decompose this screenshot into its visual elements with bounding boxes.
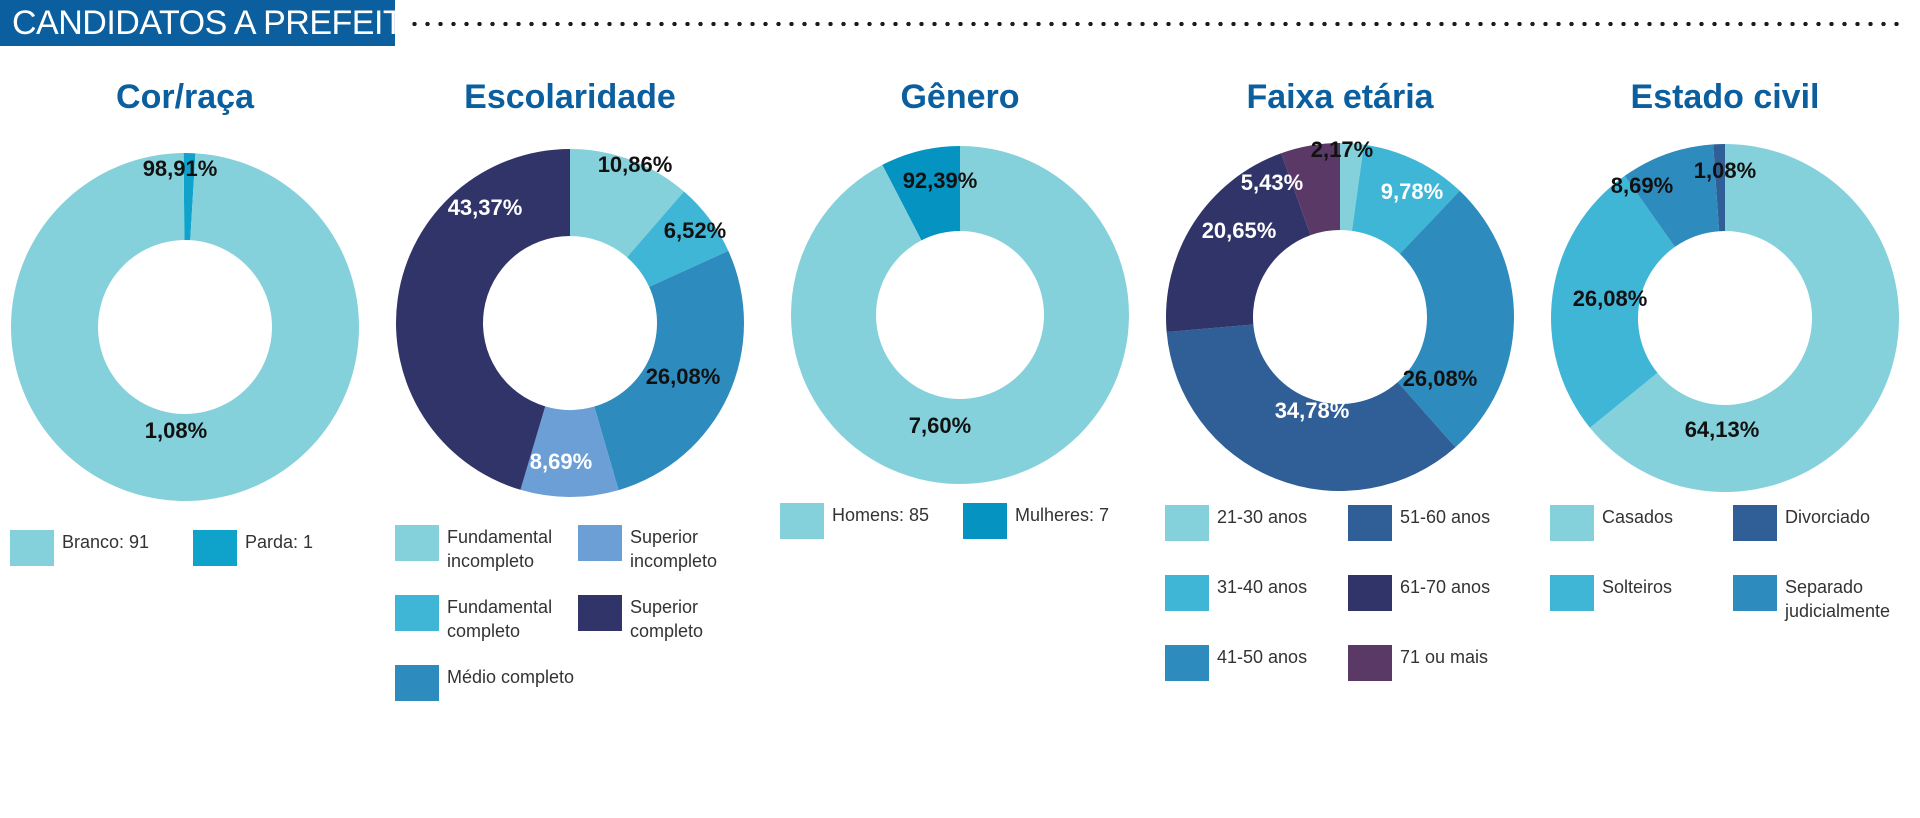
legend-swatch bbox=[395, 665, 439, 701]
pie-slice bbox=[791, 146, 1129, 485]
pie-slice bbox=[1397, 190, 1514, 448]
pie-slice bbox=[183, 153, 196, 241]
donut-chart: 2,17% 9,78% 26,08% 34,78% 20,65% 5,43% bbox=[1166, 137, 1514, 491]
data-label: 8,69% bbox=[1611, 173, 1673, 198]
data-label: 10,86% bbox=[598, 152, 673, 177]
pie-slice bbox=[1166, 153, 1311, 332]
chart-panel: Cor/raça 98,91% 1,08% Branco: 91 Parda: 1 bbox=[0, 0, 370, 818]
legend-swatch bbox=[1733, 505, 1777, 541]
legend-label: 61-70 anos bbox=[1400, 577, 1491, 597]
data-label: 20,65% bbox=[1202, 218, 1277, 243]
data-label: 43,37% bbox=[448, 195, 523, 220]
legend-swatch bbox=[1165, 645, 1209, 681]
legend-label: 51-60 anos bbox=[1400, 507, 1491, 527]
legend-label: 41-50 anos bbox=[1217, 647, 1308, 667]
legend-swatch bbox=[395, 595, 439, 631]
legend-label: Casados bbox=[1602, 507, 1674, 527]
legend-swatch bbox=[780, 503, 824, 539]
legend-swatch bbox=[1348, 505, 1392, 541]
chart-title: Escolaridade bbox=[464, 78, 676, 116]
pie-slice bbox=[1281, 143, 1340, 236]
page-title: CANDIDATOS A PREFEITO bbox=[0, 0, 429, 46]
donut-chart: 98,91% 1,08% bbox=[10, 153, 359, 502]
legend-label: Divorciado bbox=[1785, 507, 1871, 527]
data-label: 34,78% bbox=[1275, 398, 1350, 423]
chart-panel: Gênero 92,39% 7,60% Homens: 85 Mulheres: 7 bbox=[780, 0, 1130, 818]
data-label: 26,08% bbox=[1403, 366, 1478, 391]
legend-label: Branco: 91 bbox=[62, 532, 150, 552]
legend-swatch bbox=[1550, 505, 1594, 541]
pie-slice bbox=[1551, 175, 1675, 428]
data-label: 8,69% bbox=[530, 449, 592, 474]
data-label: 2,17% bbox=[1311, 137, 1373, 162]
legend-swatch bbox=[1165, 575, 1209, 611]
legend-swatch bbox=[395, 525, 439, 561]
header-bar: CANDIDATOS A PREFEITO bbox=[0, 0, 1920, 48]
legend-label: Solteiros bbox=[1602, 577, 1673, 597]
data-label: 1,08% bbox=[145, 418, 207, 443]
legend-label: Parda: 1 bbox=[245, 532, 314, 552]
legend-swatch bbox=[1733, 575, 1777, 611]
legend-label: Separado judicialmente bbox=[1785, 577, 1891, 621]
pie-slice bbox=[594, 250, 744, 491]
legend-swatch bbox=[578, 525, 622, 561]
legend-label: 31-40 anos bbox=[1217, 577, 1308, 597]
pie-slice bbox=[1166, 324, 1456, 491]
legend-swatch bbox=[1348, 645, 1392, 681]
legend-swatch bbox=[1348, 575, 1392, 611]
legend-label: Fundamental completo bbox=[447, 597, 553, 641]
legend-swatch bbox=[963, 503, 1007, 539]
legend-swatch bbox=[1165, 505, 1209, 541]
data-label: 5,43% bbox=[1241, 170, 1303, 195]
legend-label: Homens: 85 bbox=[832, 505, 930, 525]
data-label: 7,60% bbox=[909, 413, 971, 438]
pie-slice bbox=[395, 149, 570, 490]
data-label: 64,13% bbox=[1685, 417, 1760, 442]
legend-label: Superior completo bbox=[630, 597, 704, 641]
pie-slice bbox=[1340, 143, 1364, 231]
pie-slice bbox=[570, 149, 684, 258]
legend-label: Superior incompleto bbox=[630, 527, 718, 571]
donut-chart: 64,13% 26,08% 8,69% 1,08% bbox=[1551, 144, 1899, 492]
chart-title: Faixa etária bbox=[1246, 78, 1434, 116]
data-label: 98,91% bbox=[143, 156, 218, 181]
pie-slice bbox=[882, 146, 960, 241]
pie-slice bbox=[1589, 144, 1899, 492]
legend-swatch bbox=[578, 595, 622, 631]
data-label: 1,08% bbox=[1694, 158, 1756, 183]
pie-slice bbox=[1624, 144, 1720, 247]
data-label: 26,08% bbox=[1573, 286, 1648, 311]
chart-panel: Faixa etária 2,17% 9,78% 26,08% 34,78% 20,65%… bbox=[1165, 0, 1515, 818]
chart-panel: Escolaridade 10,86% 6,52% 26,08% 8,69% 43,37%… bbox=[395, 0, 745, 818]
chart-title: Gênero bbox=[900, 78, 1020, 116]
legend-swatch bbox=[10, 530, 54, 566]
chart-panel: Estado civil 64,13% 26,08% 8,69% 1,08% Casado… bbox=[1550, 0, 1900, 818]
legend-label: Mulheres: 7 bbox=[1015, 505, 1110, 525]
legend-swatch bbox=[193, 530, 237, 566]
data-label: 6,52% bbox=[664, 218, 726, 243]
pie-slice bbox=[626, 191, 729, 287]
legend-label: Fundamental incompleto bbox=[447, 527, 553, 571]
legend-swatch bbox=[1550, 575, 1594, 611]
chart-title: Estado civil bbox=[1630, 78, 1820, 116]
data-label: 9,78% bbox=[1381, 179, 1443, 204]
pie-slice bbox=[1351, 144, 1460, 254]
chart-title: Cor/raça bbox=[116, 78, 254, 116]
legend-label: 71 ou mais bbox=[1400, 647, 1489, 667]
pie-slice bbox=[10, 153, 359, 502]
donut-chart: 92,39% 7,60% bbox=[791, 146, 1129, 485]
legend-label: 21-30 anos bbox=[1217, 507, 1308, 527]
pie-slice bbox=[1713, 144, 1725, 232]
data-label: 92,39% bbox=[903, 168, 978, 193]
legend-label: Médio completo bbox=[447, 667, 575, 687]
donut-chart: 10,86% 6,52% 26,08% 8,69% 43,37% bbox=[395, 149, 744, 497]
dotted-rule bbox=[408, 22, 1906, 26]
pie-slice bbox=[520, 406, 619, 497]
data-label: 26,08% bbox=[646, 364, 721, 389]
